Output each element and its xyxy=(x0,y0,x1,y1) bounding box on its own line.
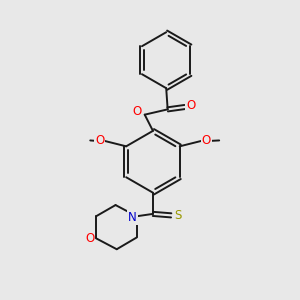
Text: O: O xyxy=(186,99,196,112)
Text: O: O xyxy=(95,134,104,147)
Text: S: S xyxy=(174,209,182,222)
Text: O: O xyxy=(132,105,142,118)
Text: O: O xyxy=(202,134,211,147)
Text: N: N xyxy=(128,211,137,224)
Text: O: O xyxy=(85,232,94,245)
